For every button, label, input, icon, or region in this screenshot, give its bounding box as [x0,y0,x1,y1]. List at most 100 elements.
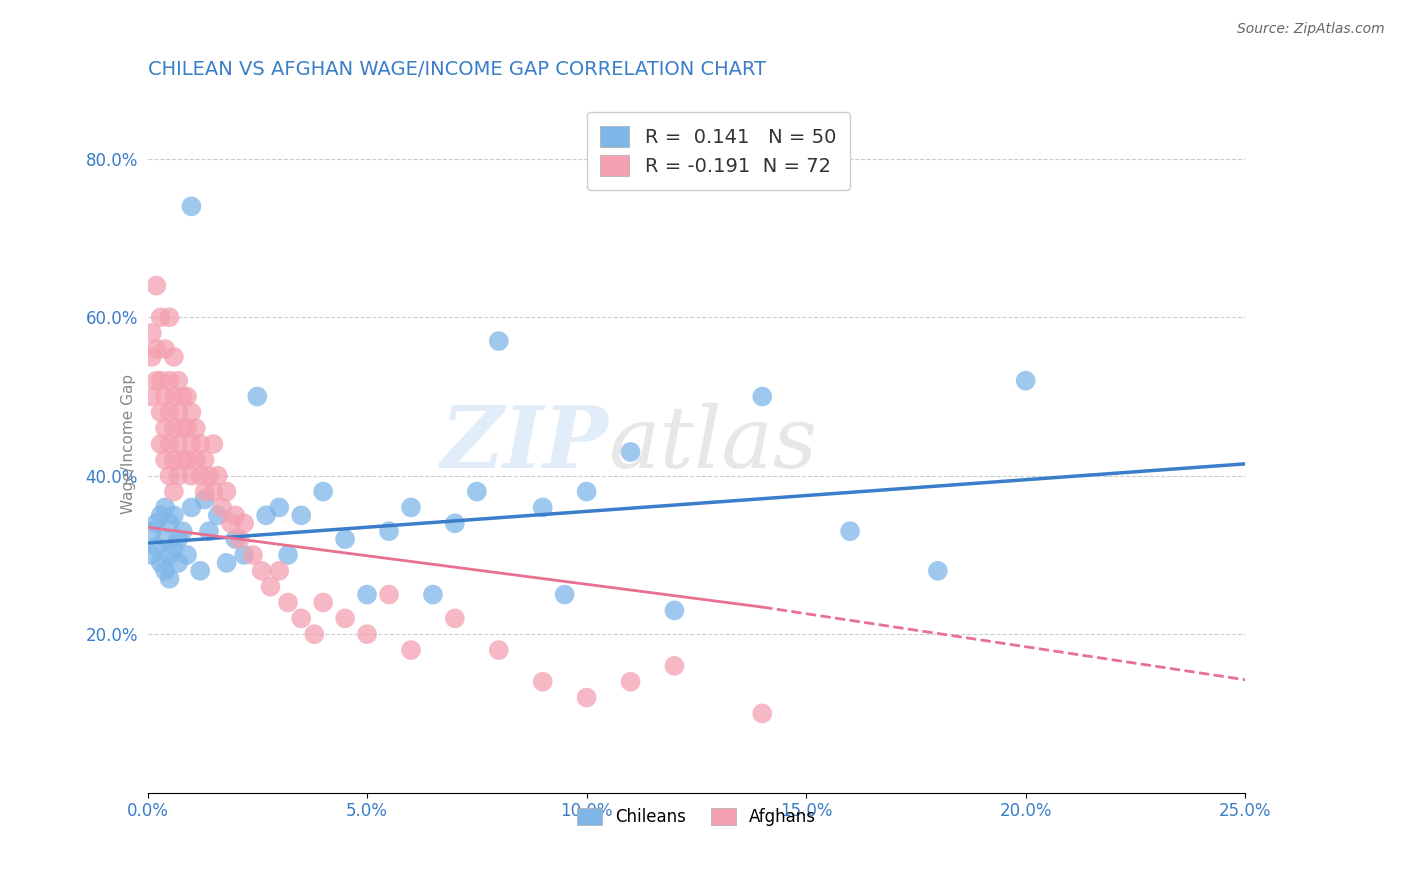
Legend: Chileans, Afghans: Chileans, Afghans [569,802,823,833]
Point [172,421,194,435]
Point [229,532,252,546]
Point [194,484,217,499]
Point [153,564,176,578]
Point [259,580,281,594]
Point [378,524,401,539]
Point [153,421,176,435]
Point [207,468,229,483]
Text: CHILEAN VS AFGHAN WAGE/INCOME GAP CORRELATION CHART: CHILEAN VS AFGHAN WAGE/INCOME GAP CORREL… [148,60,766,78]
Point [202,437,225,451]
Point [163,484,186,499]
Point [149,374,172,388]
Point [176,453,198,467]
Point [149,556,172,570]
Point [145,374,167,388]
Point [180,405,202,419]
Point [172,453,194,467]
Point [159,437,181,451]
Point [167,437,190,451]
Point [619,445,641,459]
Point [356,627,378,641]
Point [167,556,190,570]
Point [444,516,467,531]
Y-axis label: Wage/Income Gap: Wage/Income Gap [121,374,136,514]
Point [194,492,217,507]
Text: atlas: atlas [609,402,818,485]
Point [356,588,378,602]
Point [250,564,273,578]
Point [188,437,211,451]
Point [444,611,467,625]
Point [176,548,198,562]
Point [141,390,163,404]
Point [188,468,211,483]
Point [211,500,233,515]
Point [145,278,167,293]
Point [242,548,264,562]
Point [233,548,256,562]
Point [141,524,163,539]
Point [141,548,163,562]
Point [159,548,181,562]
Point [141,326,163,340]
Point [290,508,312,523]
Point [839,524,862,539]
Point [153,532,176,546]
Point [422,588,444,602]
Point [167,405,190,419]
Point [246,390,269,404]
Point [333,532,356,546]
Point [224,532,246,546]
Point [159,374,181,388]
Point [465,484,488,499]
Point [145,342,167,356]
Point [149,437,172,451]
Point [215,484,238,499]
Point [554,588,576,602]
Text: Source: ZipAtlas.com: Source: ZipAtlas.com [1237,22,1385,37]
Point [145,516,167,531]
Point [619,674,641,689]
Point [207,508,229,523]
Point [399,500,422,515]
Point [180,437,202,451]
Point [312,595,335,609]
Point [1015,374,1038,388]
Point [163,508,186,523]
Point [163,453,186,467]
Point [153,342,176,356]
Point [163,390,186,404]
Point [167,532,190,546]
Point [277,595,299,609]
Point [575,690,598,705]
Point [269,564,291,578]
Point [149,508,172,523]
Point [172,390,194,404]
Point [312,484,335,499]
Point [304,627,326,641]
Point [333,611,356,625]
Point [141,350,163,364]
Text: ZIP: ZIP [440,402,609,486]
Point [378,588,401,602]
Point [399,643,422,657]
Point [664,659,686,673]
Point [269,500,291,515]
Point [188,564,211,578]
Point [159,516,181,531]
Point [180,500,202,515]
Point [180,468,202,483]
Point [751,706,773,721]
Point [153,453,176,467]
Point [167,468,190,483]
Point [149,310,172,325]
Point [215,556,238,570]
Point [159,468,181,483]
Point [163,350,186,364]
Point [159,310,181,325]
Point [159,405,181,419]
Point [176,390,198,404]
Point [531,674,554,689]
Point [531,500,554,515]
Point [233,516,256,531]
